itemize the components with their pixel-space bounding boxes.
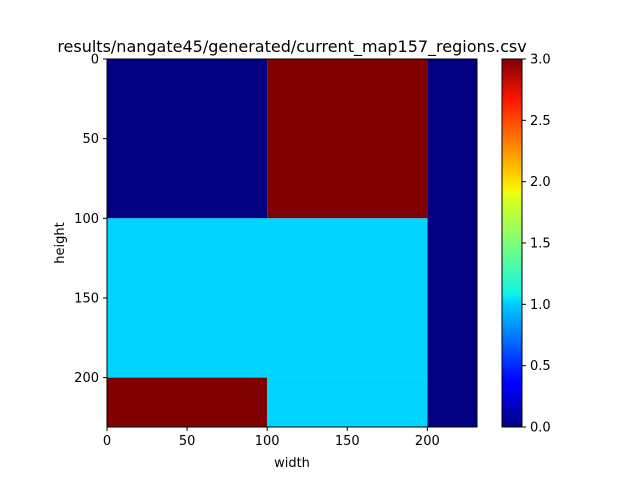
x-tick-label: 150: [335, 434, 360, 449]
colorbar-tick-label: 3.0: [530, 53, 551, 68]
x-tick-label: 0: [103, 434, 111, 449]
y-tick-label: 200: [74, 371, 99, 386]
colorbar-tick-label: 1.0: [530, 298, 551, 313]
heatmap-cell-2: [427, 59, 477, 427]
y-axis: 0 50 100 150 200: [74, 53, 107, 386]
x-tick-label: 200: [415, 434, 440, 449]
heatmap-cell-1: [267, 59, 428, 219]
heatmap-cell-5: [267, 377, 428, 427]
colorbar-tick-label: 1.5: [530, 237, 551, 252]
y-tick-label: 100: [74, 212, 99, 227]
plot-frame: [106, 58, 478, 428]
x-axis-label: width: [274, 456, 310, 471]
heatmap-cell-0: [107, 59, 268, 219]
colorbar-ticks: 0.0 0.5 1.0 1.5 2.0 2.5 3.0: [522, 53, 551, 436]
x-axis: 0 50 100 150 200: [103, 427, 440, 449]
colorbar-tick-label: 2.5: [530, 114, 551, 129]
colorbar-tick-label: 0.5: [530, 359, 551, 374]
heatmap-cells: [107, 59, 477, 427]
y-tick-label: 50: [82, 132, 99, 147]
heatmap-cell-4: [107, 377, 268, 427]
colorbar-tick-label: 0.0: [530, 421, 551, 436]
heatmap-cell-3: [107, 218, 428, 378]
chart-title: results/nangate45/generated/current_map1…: [57, 37, 526, 57]
y-tick-label: 150: [74, 291, 99, 306]
x-tick-label: 50: [179, 434, 196, 449]
colorbar-tick-label: 2.0: [530, 175, 551, 190]
y-tick-label: 0: [91, 53, 99, 68]
y-axis-label: height: [53, 222, 68, 263]
colorbar: [501, 58, 523, 428]
x-tick-label: 100: [255, 434, 280, 449]
